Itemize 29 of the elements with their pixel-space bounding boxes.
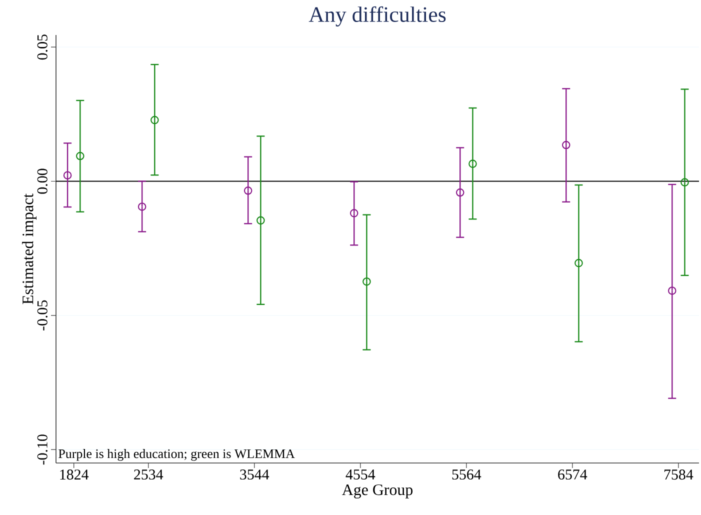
x-tick-label: 1824 bbox=[60, 470, 89, 480]
y-tick-label: -0.05 bbox=[37, 300, 48, 330]
point bbox=[362, 277, 371, 286]
x-tick-label: 5564 bbox=[452, 470, 482, 480]
point bbox=[668, 286, 676, 295]
point bbox=[574, 258, 583, 268]
point bbox=[256, 216, 265, 225]
annotation: Purple is high education; green is WLEMMA bbox=[58, 449, 295, 461]
chart-title: Any difficulties bbox=[308, 6, 446, 27]
x-tick-label: 4554 bbox=[346, 470, 376, 480]
x-tick-label: 2534 bbox=[134, 470, 164, 480]
point bbox=[680, 178, 689, 186]
point bbox=[150, 116, 159, 124]
x-tick-label: 6574 bbox=[558, 470, 588, 480]
point bbox=[76, 152, 84, 160]
point bbox=[138, 202, 146, 211]
point bbox=[468, 160, 477, 168]
point bbox=[456, 188, 464, 197]
x-tick-label: 7584 bbox=[664, 470, 694, 480]
y-axis-title: Estimated impact bbox=[22, 194, 36, 304]
y-tick-label: -0.10 bbox=[37, 434, 48, 465]
x-axis-title: Age Group bbox=[342, 484, 413, 498]
y-tick-label: 0.05 bbox=[37, 34, 48, 60]
y-tick-label: 0.00 bbox=[37, 168, 48, 194]
x-tick-label: 3544 bbox=[240, 470, 270, 480]
point bbox=[562, 140, 570, 150]
point bbox=[244, 186, 252, 195]
point bbox=[63, 171, 72, 180]
point bbox=[350, 209, 358, 218]
